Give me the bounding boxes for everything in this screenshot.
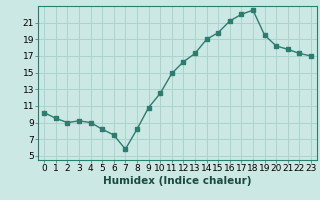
X-axis label: Humidex (Indice chaleur): Humidex (Indice chaleur) [103, 176, 252, 186]
